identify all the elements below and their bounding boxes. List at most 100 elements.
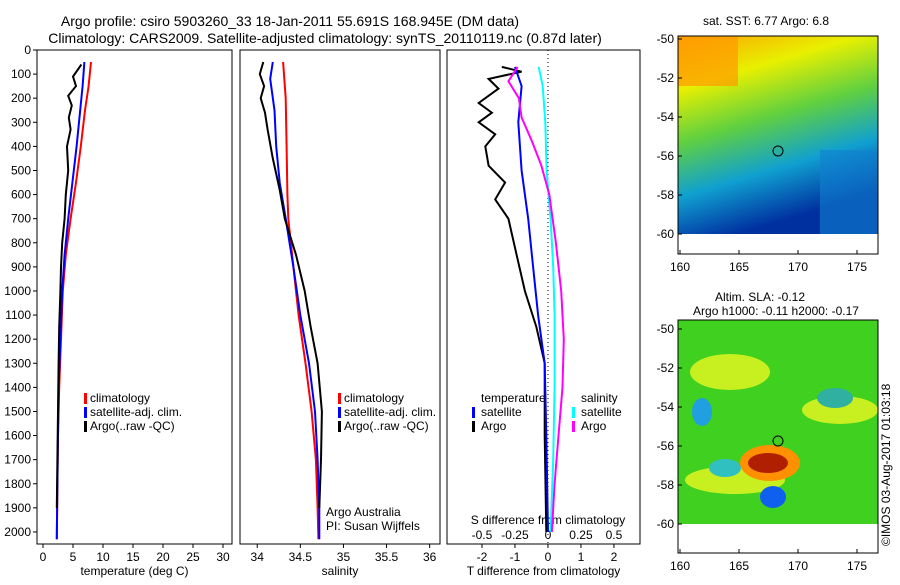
x-tick-label: 20 bbox=[156, 550, 170, 564]
x-top-tick-label: -0.25 bbox=[501, 528, 529, 542]
sla-map-title-2: Argo h1000: -0.11 h2000: -0.17 bbox=[693, 304, 859, 318]
legend-swatch-satellite bbox=[84, 407, 87, 418]
title-line-2: Climatology: CARS2009. Satellite-adjuste… bbox=[48, 30, 602, 46]
legend-title-salinity: salinity bbox=[581, 391, 618, 405]
x-tick-label: 30 bbox=[216, 550, 230, 564]
legend-swatch-s-satellite bbox=[572, 407, 575, 418]
legend-label-s-satellite: satellite bbox=[581, 405, 622, 419]
y-tick-label: 1700 bbox=[4, 453, 31, 467]
x-tick-label: 2 bbox=[611, 550, 618, 564]
y-tick-label: 0 bbox=[24, 43, 31, 57]
map-y-tick-label: -50 bbox=[657, 322, 675, 336]
y-tick-label: 1800 bbox=[4, 477, 31, 491]
legend-label-argo: Argo(..raw -QC) bbox=[344, 419, 429, 433]
difference-legend: temperature satellite Argo salinity sate… bbox=[472, 391, 622, 433]
temperature-axes-frame bbox=[36, 49, 233, 545]
legend-label-climatology: climatology bbox=[344, 391, 404, 405]
legend-swatch-satellite bbox=[338, 407, 341, 418]
series-line-argo-raw-qc- bbox=[258, 61, 323, 508]
legend-title-temperature: temperature bbox=[481, 391, 546, 405]
map-y-tick-label: -54 bbox=[657, 400, 675, 414]
sla-low-patch bbox=[817, 388, 853, 408]
x-tick-label: 10 bbox=[96, 550, 110, 564]
salinity-panel: 34 34.5 35 35.5 36 salinity bbox=[239, 49, 441, 578]
x-top-tick-label: -0.5 bbox=[472, 528, 493, 542]
legend-label-argo: Argo(..raw -QC) bbox=[90, 419, 175, 433]
temperature-legend: climatology satellite-adj. clim. Argo(..… bbox=[84, 391, 182, 433]
y-tick-label: 200 bbox=[11, 91, 31, 105]
sla-low-anomaly bbox=[760, 486, 786, 508]
y-tick-label: 1000 bbox=[4, 284, 31, 298]
sla-high-anomaly-core bbox=[748, 453, 788, 473]
legend-swatch-argo bbox=[338, 421, 341, 432]
series-line-argo-raw-qc- bbox=[55, 63, 83, 508]
map-x-tick-label: 165 bbox=[729, 260, 749, 274]
difference-panel: -2 -1 0 1 2T difference from climatology -0.5… bbox=[446, 49, 641, 578]
title-line-1: Argo profile: csiro 5903260_33 18-Jan-20… bbox=[61, 13, 519, 29]
x-tick-label: 35.5 bbox=[375, 550, 399, 564]
legend-label-climatology: climatology bbox=[90, 391, 150, 405]
temperature-x-axis-label: temperature (deg C) bbox=[80, 564, 188, 578]
x-top-tick-label: 0.25 bbox=[569, 528, 593, 542]
x-tick-label: 0 bbox=[545, 550, 552, 564]
salinity-legend: climatology satellite-adj. clim. Argo(..… bbox=[326, 391, 436, 533]
y-tick-label: 2000 bbox=[4, 525, 31, 539]
y-tick-label: 800 bbox=[11, 236, 31, 250]
x-tick-label: 15 bbox=[126, 550, 140, 564]
map-x-tick-label: 170 bbox=[788, 260, 808, 274]
y-tick-label: 1300 bbox=[4, 356, 31, 370]
y-tick-label: 500 bbox=[11, 163, 31, 177]
legend-label-t-satellite: satellite bbox=[481, 405, 522, 419]
legend-swatch-t-argo bbox=[472, 421, 475, 432]
series-line-climatology bbox=[282, 61, 320, 540]
series-line-t-satellite bbox=[514, 66, 549, 533]
y-tick-label: 700 bbox=[11, 212, 31, 226]
map-y-tick-label: -58 bbox=[657, 188, 675, 202]
map-y-tick-label: -56 bbox=[657, 439, 675, 453]
legend-swatch-t-satellite bbox=[472, 407, 475, 418]
map-x-tick-label: 175 bbox=[847, 559, 867, 573]
sst-map-frame bbox=[677, 35, 879, 255]
salinity-x-axis-label: salinity bbox=[322, 564, 359, 578]
map-y-tick-label: -60 bbox=[657, 517, 675, 531]
x-tick-label: -2 bbox=[477, 550, 488, 564]
map-y-tick-label: -50 bbox=[657, 32, 675, 46]
sla-map-frame bbox=[677, 319, 879, 554]
credit-text: ©IMOS 03-Aug-2017 01:03:18 bbox=[879, 383, 893, 546]
y-tick-label: 1200 bbox=[4, 332, 31, 346]
y-tick-label: 400 bbox=[11, 139, 31, 153]
sst-cold-patch bbox=[820, 150, 878, 234]
map-y-tick-label: -58 bbox=[657, 478, 675, 492]
legend-label-satellite: satellite-adj. clim. bbox=[90, 405, 182, 419]
y-tick-label: 1500 bbox=[4, 404, 31, 418]
series-line-t-argo bbox=[476, 65, 548, 533]
annotation-pi: PI: Susan Wijffels bbox=[326, 519, 420, 533]
y-tick-label: 1100 bbox=[5, 308, 31, 322]
x-tick-label: 34 bbox=[251, 550, 265, 564]
y-tick-label: 1600 bbox=[4, 429, 31, 443]
y-tick-label: 300 bbox=[11, 115, 31, 129]
sst-argo-location-marker bbox=[772, 145, 784, 157]
y-tick-label: 900 bbox=[11, 260, 31, 274]
sla-high-patch bbox=[690, 354, 770, 390]
sla-low-patch bbox=[692, 398, 712, 426]
series-line-s-argo bbox=[507, 66, 565, 533]
map-y-tick-label: -56 bbox=[657, 149, 675, 163]
map-x-tick-label: 175 bbox=[847, 260, 867, 274]
map-x-tick-label: 160 bbox=[670, 559, 690, 573]
series-line-s-satellite bbox=[537, 66, 556, 533]
legend-swatch-climatology bbox=[338, 393, 341, 404]
legend-swatch-argo bbox=[84, 421, 87, 432]
y-tick-label: 100 bbox=[11, 67, 31, 81]
legend-label-satellite: satellite-adj. clim. bbox=[344, 405, 436, 419]
map-x-tick-label: 170 bbox=[788, 559, 808, 573]
x-top-tick-label: 0.5 bbox=[606, 528, 623, 542]
y-tick-label: 600 bbox=[11, 188, 31, 202]
salinity-axes-frame bbox=[239, 49, 441, 545]
legend-swatch-s-argo bbox=[572, 421, 575, 432]
map-x-tick-label: 160 bbox=[670, 260, 690, 274]
sla-low-patch bbox=[709, 459, 741, 477]
sla-argo-location-marker bbox=[772, 435, 784, 447]
